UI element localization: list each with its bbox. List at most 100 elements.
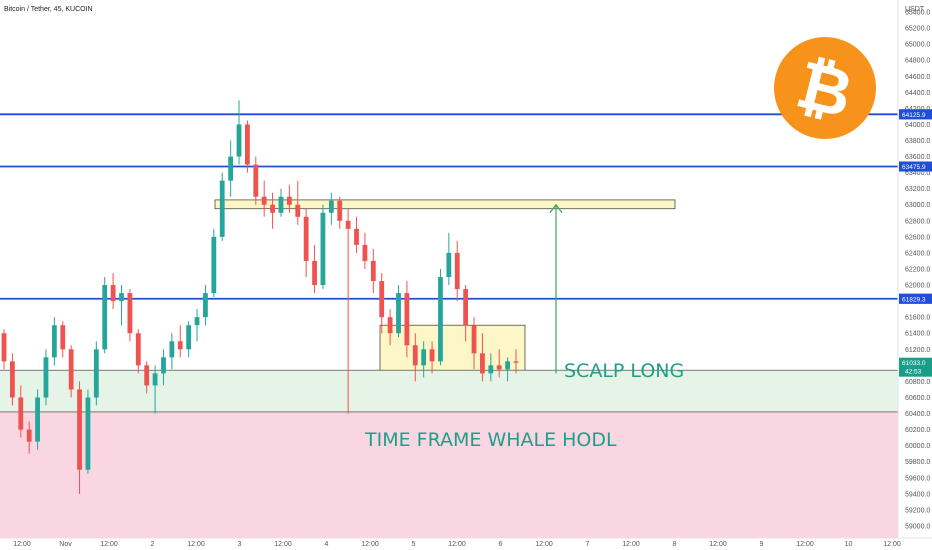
candle-body[interactable]: [354, 228, 359, 245]
candle-body[interactable]: [429, 349, 435, 362]
candle-body[interactable]: [345, 220, 351, 229]
candle-body[interactable]: [169, 341, 175, 358]
candle-body[interactable]: [9, 361, 15, 398]
candle-body[interactable]: [303, 216, 309, 261]
price-tick-label: 59400.0: [905, 491, 930, 498]
candle-body[interactable]: [177, 341, 183, 350]
candle-body[interactable]: [144, 365, 150, 386]
level-price-tag: [899, 109, 932, 120]
candle-body[interactable]: [379, 281, 385, 318]
candle-body[interactable]: [496, 365, 502, 370]
candle-body[interactable]: [278, 196, 284, 213]
time-tick-label: 12:00: [883, 541, 901, 548]
candle-body[interactable]: [26, 429, 32, 442]
candle-body[interactable]: [421, 349, 427, 366]
candle-body[interactable]: [454, 252, 460, 290]
price-tick-label: 62200.0: [905, 266, 930, 273]
time-axis[interactable]: 12:00 Nov 12:00 2 12:00 3 12:00 4 12:00 5 12:00 6 12…: [13, 541, 901, 548]
candle-body[interactable]: [236, 124, 242, 157]
time-tick-label: 10: [845, 541, 853, 548]
candle-body[interactable]: [513, 361, 519, 363]
candle-body[interactable]: [337, 200, 343, 221]
candle-body[interactable]: [245, 124, 250, 165]
candle-body[interactable]: [43, 357, 49, 398]
price-tick-label: 64400.0: [905, 90, 930, 97]
candle-body[interactable]: [446, 252, 452, 278]
time-tick-label: 12:00: [535, 541, 553, 548]
candle-body[interactable]: [102, 285, 108, 350]
candle-body[interactable]: [35, 397, 40, 442]
price-tick-label: 61400.0: [905, 331, 930, 338]
candle-body[interactable]: [370, 260, 376, 282]
candle-body[interactable]: [228, 156, 234, 181]
candle-body[interactable]: [77, 389, 82, 470]
candle-body[interactable]: [286, 196, 292, 205]
time-tick-label: 4: [325, 541, 329, 548]
candles-layer[interactable]: [1, 100, 519, 494]
candle-body[interactable]: [488, 365, 494, 374]
candle-body[interactable]: [404, 293, 410, 346]
candle-body[interactable]: [119, 293, 124, 302]
candle-body[interactable]: [505, 361, 511, 370]
level-price-tag: [899, 161, 932, 172]
candle-body[interactable]: [51, 325, 57, 358]
time-tick-label: 9: [760, 541, 764, 548]
price-tick-label: 61200.0: [905, 347, 930, 354]
candle-body[interactable]: [161, 357, 166, 374]
candle-body[interactable]: [60, 325, 66, 350]
candle-body[interactable]: [396, 293, 401, 334]
candle-body[interactable]: [312, 260, 317, 286]
price-tick-label: 61600.0: [905, 315, 930, 322]
candle-body[interactable]: [1, 333, 7, 362]
level-price-label: 63475.9: [902, 164, 926, 171]
candle-body[interactable]: [463, 289, 469, 326]
candle-body[interactable]: [471, 325, 477, 354]
candle-body[interactable]: [68, 349, 74, 390]
last-price-tag: [899, 357, 932, 377]
candle-body[interactable]: [261, 196, 267, 205]
candle-body[interactable]: [93, 349, 99, 398]
candle-body[interactable]: [362, 244, 368, 261]
candle-body[interactable]: [152, 373, 158, 386]
candle-body[interactable]: [270, 204, 275, 213]
price-tick-label: 60800.0: [905, 379, 930, 386]
candle-body[interactable]: [85, 397, 91, 470]
candle-body[interactable]: [18, 397, 24, 430]
price-tick-label: 59600.0: [905, 475, 930, 482]
candle-countdown: 42:53: [905, 369, 922, 376]
time-tick-label: 12:00: [622, 541, 640, 548]
candle-body[interactable]: [320, 212, 326, 286]
zones-layer: [0, 199, 898, 538]
time-tick-label: 6: [499, 541, 503, 548]
candle-body[interactable]: [219, 180, 225, 237]
candle-body[interactable]: [211, 236, 217, 294]
candle-body[interactable]: [480, 353, 485, 374]
candle-body[interactable]: [412, 345, 418, 366]
price-axis[interactable]: 65400.0 65200.0 65000.0 64800.0 64600.0 64400…: [899, 0, 932, 538]
time-tick-label: 12:00: [796, 541, 814, 548]
time-tick-label: 8: [673, 541, 677, 548]
price-tick-label: 62800.0: [905, 218, 930, 225]
currency-label: USDT: [905, 6, 925, 13]
candle-body[interactable]: [203, 293, 208, 318]
candle-body[interactable]: [295, 204, 301, 217]
price-tick-label: 59200.0: [905, 507, 930, 514]
candle-body[interactable]: [194, 317, 200, 326]
level-price-tag: [899, 293, 932, 304]
price-tick-label: 65200.0: [905, 26, 930, 33]
last-price-label: 61033.0: [902, 360, 926, 367]
price-tick-label: 62600.0: [905, 234, 930, 241]
candle-body[interactable]: [387, 317, 393, 334]
candle-body[interactable]: [253, 164, 259, 197]
candle-body[interactable]: [186, 325, 192, 350]
candle-body[interactable]: [110, 285, 116, 302]
candle-body[interactable]: [328, 200, 334, 213]
candle-body[interactable]: [135, 333, 141, 366]
price-tick-label: 63400.0: [905, 170, 930, 177]
price-tick-label: 65000.0: [905, 42, 930, 49]
candle-body[interactable]: [127, 293, 133, 334]
time-tick-label: 12:00: [709, 541, 727, 548]
price-tick-label: 63600.0: [905, 154, 930, 161]
candle-body[interactable]: [438, 277, 443, 362]
